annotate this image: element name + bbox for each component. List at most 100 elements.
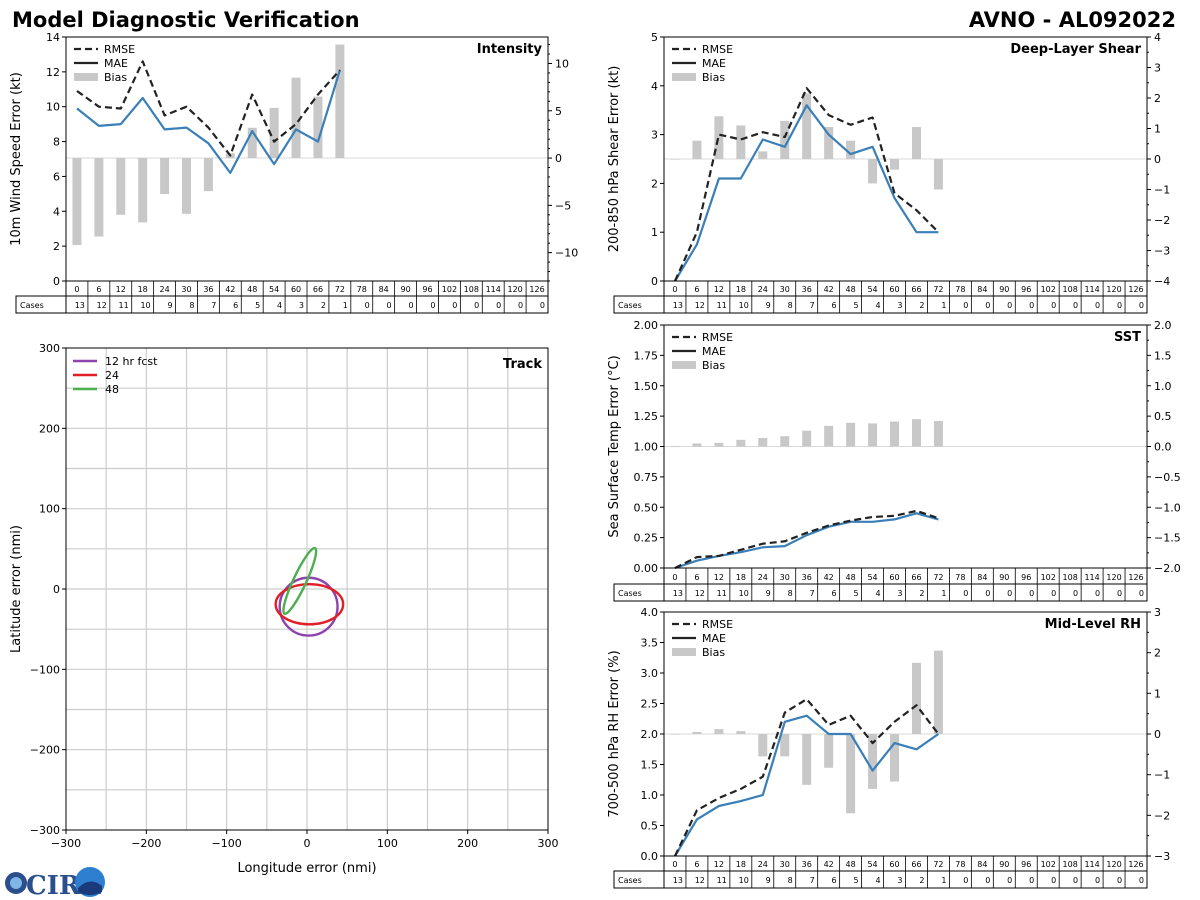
track-xtick-label: 100 (377, 837, 398, 850)
rh-rmse-line (674, 698, 940, 857)
rh-legend-bias: Bias (702, 646, 725, 659)
track-ytick-label: −200 (30, 744, 60, 757)
sst-hour-cell: 126 (1128, 573, 1143, 582)
intensity-hour-cell: 114 (486, 285, 501, 294)
sst-case-count: 3 (897, 589, 902, 598)
intensity-case-count: 0 (430, 301, 435, 310)
intensity-hour-cell: 90 (400, 285, 410, 294)
shear-case-count: 8 (788, 301, 793, 310)
rh-case-count: 2 (919, 876, 924, 885)
rh-ytick-label: 2.5 (641, 698, 659, 711)
rh-ytick-label: 4.0 (641, 606, 659, 619)
intensity-bias-bar (72, 158, 82, 246)
shear-ylabel: 200-850 hPa Shear Error (kt) (607, 66, 622, 253)
sst-case-count: 0 (963, 589, 968, 598)
sst-case-count: 4 (875, 589, 880, 598)
shear-case-count: 10 (739, 301, 749, 310)
rh-ytick-label: 0.5 (641, 820, 659, 833)
sst-case-count: 1 (941, 589, 946, 598)
shear-case-count: 0 (963, 301, 968, 310)
intensity-hour-cell: 108 (464, 285, 479, 294)
rh-y2tick-label: −1 (1154, 769, 1170, 782)
rh-panel: 0.00.51.01.52.02.53.03.54.0 3210−1−2−3700… (607, 606, 1170, 889)
intensity-hour-cell: 48 (247, 285, 257, 294)
shear-hour-cell: 114 (1084, 285, 1099, 294)
intensity-hour-cell: 0 (74, 285, 79, 294)
shear-hour-cell: 120 (1106, 285, 1121, 294)
shear-table-label-cell (613, 295, 665, 314)
sst-y2tick-label: 2.0 (1154, 319, 1172, 332)
rh-case-count: 0 (985, 876, 990, 885)
intensity-case-count: 3 (299, 301, 304, 310)
rh-y2tick-label: −3 (1154, 850, 1170, 863)
sst-bias-bar (802, 430, 812, 447)
shear-case-count: 0 (1095, 301, 1100, 310)
sst-case-count: 0 (1073, 589, 1078, 598)
track-xlabel: Longitude error (nmi) (237, 861, 376, 876)
intensity-bias-bar (269, 107, 279, 159)
rh-case-count: 10 (739, 876, 749, 885)
sst-hour-cell: 42 (824, 573, 834, 582)
cira-globe-inner (10, 877, 22, 889)
intensity-case-count: 7 (211, 301, 216, 310)
sst-bias-bar (780, 436, 790, 447)
sst-ytick-label: 0.25 (634, 532, 659, 545)
sst-legend-mae: MAE (702, 345, 726, 358)
sst-case-count: 0 (1117, 589, 1122, 598)
intensity-case-count: 0 (474, 301, 479, 310)
rh-case-count: 9 (766, 876, 771, 885)
intensity-legend-bias: Bias (104, 71, 127, 84)
intensity-case-count: 0 (540, 301, 545, 310)
rh-hour-cell: 12 (714, 860, 724, 869)
shear-hour-cell: 126 (1128, 285, 1143, 294)
intensity-ytick-label: 8 (53, 136, 60, 149)
shear-hour-cell: 30 (780, 285, 790, 294)
sst-hour-cell: 30 (780, 573, 790, 582)
shear-y2tick-label: 0 (1154, 153, 1161, 166)
rh-case-count: 0 (1007, 876, 1012, 885)
shear-hour-cell: 72 (933, 285, 943, 294)
rh-table-label-cell (613, 870, 665, 889)
sst-bias-bar (890, 421, 900, 447)
shear-hour-cell: 90 (999, 285, 1009, 294)
rh-ytick-label: 3.0 (641, 667, 659, 680)
sst-hour-cell: 84 (977, 573, 987, 582)
shear-bias-bar (824, 126, 834, 159)
intensity-rmse-line (76, 60, 341, 157)
intensity-case-count: 0 (387, 301, 392, 310)
shear-y2tick-label: 3 (1154, 62, 1161, 75)
intensity-case-count: 5 (255, 301, 260, 310)
rh-ytick-label: 3.5 (641, 637, 659, 650)
sst-case-count: 0 (1051, 589, 1056, 598)
sst-title: SST (1114, 330, 1141, 345)
sst-y2tick-label: 1.0 (1154, 380, 1172, 393)
rh-hour-cell: 24 (758, 860, 768, 869)
shear-y2tick-label: −2 (1154, 214, 1170, 227)
intensity-hour-cell: 42 (225, 285, 235, 294)
intensity-hour-cell: 78 (357, 285, 367, 294)
sst-ytick-label: 1.50 (634, 380, 659, 393)
track-ellipse-48hr (282, 546, 318, 616)
track-ytick-label: 0 (53, 583, 60, 596)
track-ellipse-24hr (274, 582, 345, 626)
rh-hour-cell: 48 (846, 860, 856, 869)
sst-case-count: 0 (1007, 589, 1012, 598)
intensity-legend-rmse: RMSE (104, 43, 135, 56)
sst-case-count: 12 (695, 589, 705, 598)
sst-bias-bar (911, 419, 921, 447)
intensity-hour-cell: 36 (203, 285, 213, 294)
intensity-bias-bar (116, 158, 126, 215)
intensity-y2tick-label: 5 (555, 105, 562, 118)
rh-hour-cell: 78 (955, 860, 965, 869)
track-xtick-label: −300 (51, 837, 81, 850)
rh-bias-bar (824, 734, 834, 768)
intensity-mae-line (76, 69, 341, 174)
intensity-bias-bar (247, 127, 257, 159)
shear-bias-bar (692, 140, 702, 159)
intensity-bias-bar (335, 44, 345, 159)
sst-hour-cell: 6 (694, 573, 699, 582)
shear-hour-cell: 0 (672, 285, 677, 294)
rh-bias-bar (911, 662, 921, 734)
